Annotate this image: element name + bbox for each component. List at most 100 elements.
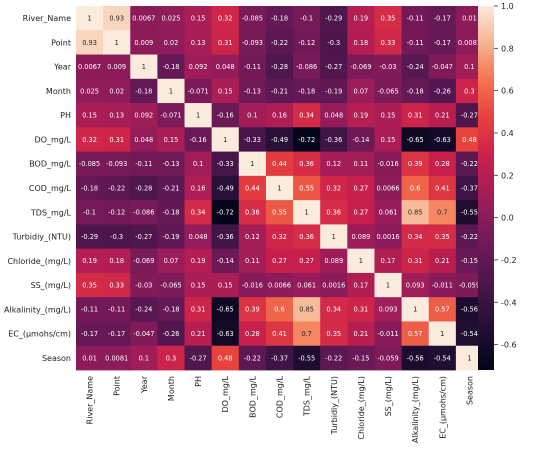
column-label: Chloride_(mg/L) [357, 376, 366, 440]
heatmap-cell [428, 103, 457, 128]
heatmap-cell-value: 0.36 [326, 209, 341, 217]
heatmap-cell [401, 297, 430, 322]
heatmap-cell-value: 0.0081 [105, 354, 128, 362]
heatmap-cell-value: 0.089 [324, 257, 343, 265]
heatmap-cell-value: -0.085 [242, 15, 263, 23]
heatmap-cell-value: 0.32 [326, 184, 341, 192]
heatmap-cell-value: -0.17 [434, 39, 451, 47]
heatmap-cell [130, 78, 158, 104]
row-label: Turbidiy_(NTU) [12, 233, 71, 242]
heatmap-cell [76, 103, 104, 128]
heatmap-cell-value: -0.49 [217, 184, 234, 192]
colorbar [478, 6, 494, 370]
heatmap-cell-value: 0.44 [272, 160, 287, 168]
heatmap-cell [130, 30, 158, 55]
heatmap-cell [184, 200, 213, 225]
heatmap-cell-value: -0.11 [108, 306, 125, 314]
heatmap-cell-value: 0.07 [354, 87, 369, 95]
heatmap-cell-value: -0.069 [133, 257, 154, 265]
heatmap-cell-value: 0.1 [193, 160, 204, 168]
heatmap-cell [428, 272, 457, 298]
heatmap-cell-value: -0.33 [244, 136, 261, 144]
column-label: River_Name [86, 376, 95, 424]
colorbar-tick-label: 0.4 [501, 129, 514, 138]
heatmap-cell [265, 151, 294, 177]
heatmap-cell [401, 103, 430, 128]
heatmap-cell-value: 0.48 [218, 354, 233, 362]
heatmap-cell-value: 1 [169, 87, 173, 95]
heatmap-cell-value: 1 [142, 63, 146, 71]
heatmap-cell-value: 0.15 [164, 136, 179, 144]
heatmap-cell [401, 54, 430, 80]
heatmap-cell [103, 151, 131, 177]
heatmap-cell [428, 30, 457, 55]
heatmap-cell-value: 0.34 [408, 233, 423, 241]
heatmap-cell-value: -0.1 [300, 15, 313, 23]
heatmap-cells: 1 0.93 0.0067 0.025 0.15 0.32 -0.085 -0.18 -0.1 -… [76, 6, 484, 371]
heatmap-cell [103, 6, 131, 31]
colorbar-tick-label: 1.0 [501, 2, 514, 11]
heatmap-cell [211, 345, 240, 371]
heatmap-cell-value: 0.0067 [132, 15, 155, 23]
heatmap-cell [320, 78, 348, 104]
heatmap-cell [103, 78, 131, 104]
heatmap-cell [76, 345, 104, 371]
heatmap-cell [184, 78, 213, 104]
column-label: Turbidiy_(NTU) [330, 376, 339, 435]
heatmap-cell [320, 345, 348, 371]
heatmap-cell [265, 103, 294, 128]
heatmap-cell [347, 6, 375, 31]
heatmap-cell [374, 78, 402, 104]
heatmap-cell [238, 127, 267, 152]
heatmap-cell [401, 175, 430, 201]
heatmap-cell-value: 0.85 [299, 306, 314, 314]
heatmap-cell [293, 297, 321, 322]
heatmap-cell-value: -0.19 [325, 87, 342, 95]
heatmap-cell-value: -0.18 [135, 87, 152, 95]
heatmap-cell [238, 54, 267, 80]
heatmap-cell-value: -0.65 [407, 136, 424, 144]
heatmap-cell [428, 297, 457, 322]
heatmap-cell [265, 200, 294, 225]
heatmap-cell-value: -0.086 [296, 63, 317, 71]
heatmap-cell-value: 0.0066 [268, 281, 291, 289]
heatmap-cell [265, 248, 294, 274]
heatmap-cell-value: 0.093 [379, 306, 398, 314]
heatmap-cell [211, 200, 240, 225]
heatmap-cell [401, 127, 430, 152]
heatmap-cell-value: -0.3 [327, 39, 340, 47]
heatmap-cell-value: 0.1 [247, 112, 258, 120]
heatmap-cell [76, 151, 104, 177]
heatmap-cell-value: 0.34 [299, 112, 314, 120]
heatmap-cell-value: 0.7 [301, 330, 312, 338]
heatmap-cell [293, 30, 321, 55]
heatmap-cell [320, 175, 348, 201]
heatmap-cell-value: 0.32 [218, 15, 233, 23]
heatmap-cell [76, 54, 104, 80]
heatmap-cell-value: 0.048 [134, 136, 153, 144]
heatmap-cell-value: 0.21 [354, 330, 369, 338]
heatmap-cell-value: -0.011 [377, 330, 398, 338]
heatmap-cell-value: 0.48 [462, 136, 477, 144]
heatmap-cell [184, 6, 213, 31]
heatmap-cell [265, 224, 294, 250]
heatmap-cell-value: 0.15 [381, 112, 396, 120]
heatmap-cell-value: -0.093 [242, 39, 263, 47]
heatmap-cell-value: 0.31 [408, 257, 423, 265]
heatmap-cell [428, 200, 457, 225]
colorbar-ticks: 1.0 0.8 0.6 0.4 0.2 0.0 -0.2 -0.4 -0.6 [494, 2, 517, 350]
row-label: PH [60, 111, 71, 120]
heatmap-cell [103, 248, 131, 274]
heatmap-cell [157, 127, 185, 152]
heatmap-cell [293, 248, 321, 274]
heatmap-cell [130, 224, 158, 250]
heatmap-cell-value: -0.22 [461, 160, 478, 168]
heatmap-cell-value: 0.93 [109, 15, 124, 23]
heatmap-cell-value: -0.72 [298, 136, 315, 144]
heatmap-cell [374, 297, 402, 322]
heatmap-cell [374, 175, 402, 201]
heatmap-cell [374, 30, 402, 55]
heatmap-cell [320, 127, 348, 152]
heatmap-cell-value: -0.1 [83, 209, 96, 217]
heatmap-cell [130, 103, 158, 128]
